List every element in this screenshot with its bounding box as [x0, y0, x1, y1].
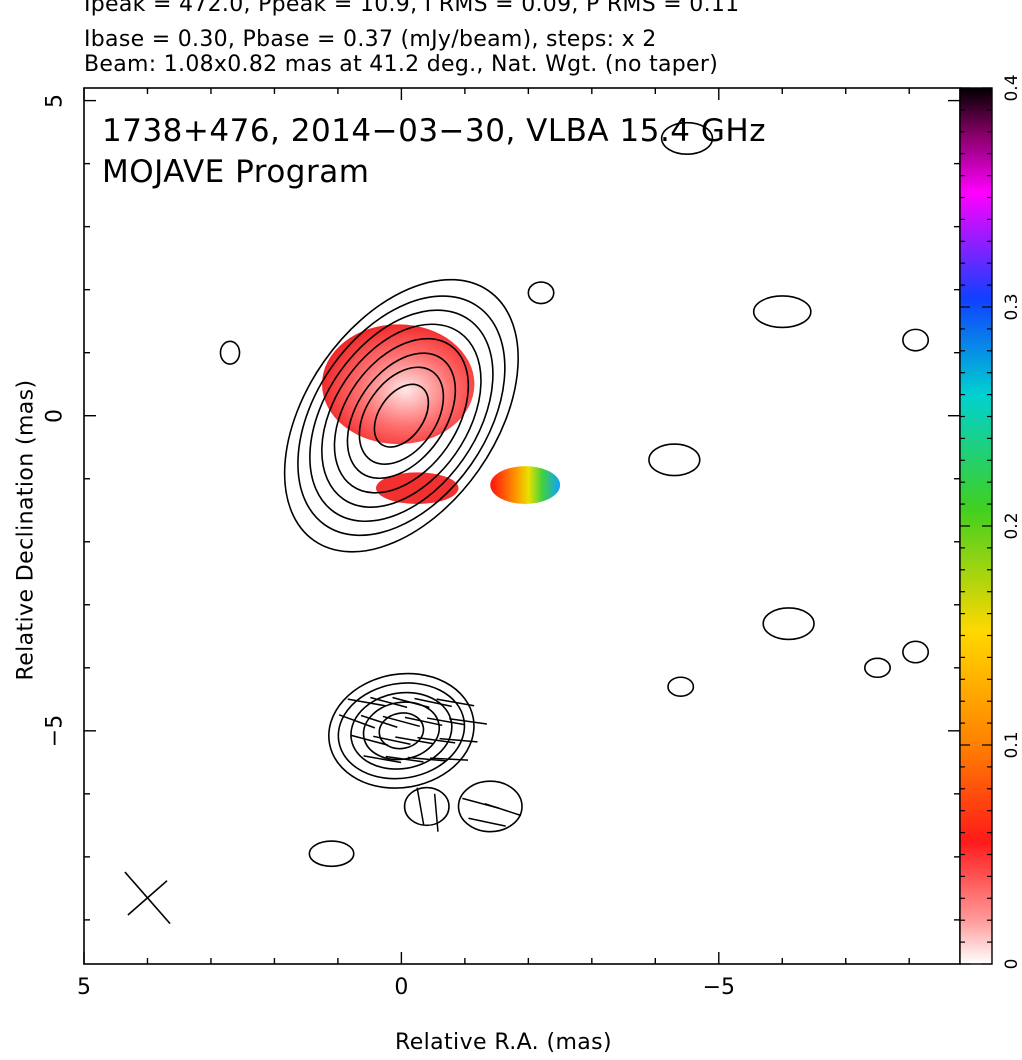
x-tick-label: 5: [77, 975, 91, 1000]
polarization-patch: [490, 466, 561, 504]
isolated-contour: [660, 121, 714, 155]
evpa-tick: [429, 757, 469, 761]
colorbar-tick-label: 0.2: [1002, 512, 1022, 540]
core-contour: [321, 323, 482, 508]
isolated-contour: [902, 328, 930, 352]
y-tick-label: 5: [42, 93, 68, 108]
core-contour: [358, 366, 445, 465]
x-tick-label: −5: [702, 975, 735, 1000]
isolated-contour: [219, 340, 241, 365]
plot-frame: [83, 87, 961, 965]
isolated-contour: [403, 786, 450, 827]
evpa-tick: [347, 698, 386, 707]
evpa-tick: [468, 817, 506, 827]
colorbar-tick-label: 0: [1002, 958, 1022, 970]
x-axis-label: Relative R.A. (mas): [395, 1030, 612, 1055]
evpa-tick: [449, 717, 488, 725]
evpa-tick: [407, 756, 446, 762]
core-contour: [333, 337, 470, 494]
evpa-tick: [370, 696, 408, 709]
beam-minor-axis: [127, 880, 168, 916]
beam-info-line: Beam: 1.08x0.82 mas at 41.2 deg., Nat. W…: [84, 52, 719, 77]
isolated-contour: [762, 607, 815, 641]
isolated-contour: [527, 281, 555, 305]
core-contour: [297, 295, 506, 537]
base-levels-line: Ibase = 0.30, Pbase = 0.37 (mJy/beam), s…: [84, 27, 657, 52]
evpa-tick: [395, 736, 433, 745]
core-contour: [309, 309, 494, 523]
y-tick-label: 0: [42, 408, 68, 423]
evpa-tick: [385, 755, 424, 763]
source-title: 1738+476, 2014−03−30, VLBA 15.4 GHz: [102, 113, 766, 149]
core-contour: [373, 383, 430, 448]
evpa-tick: [433, 793, 439, 832]
isolated-contour: [308, 840, 355, 868]
isolated-contour: [457, 780, 523, 833]
evpa-tick: [414, 697, 452, 708]
colorbar-tick-label: 0.4: [1002, 74, 1022, 102]
program-title: MOJAVE Program: [102, 154, 370, 190]
colorbar-tick-label: 0.1: [1002, 731, 1022, 759]
evpa-tick: [351, 734, 389, 746]
evpa-tick: [426, 717, 465, 726]
evpa-tick: [363, 755, 402, 764]
core-contour: [346, 352, 457, 480]
evpa-tick: [416, 787, 425, 826]
isolated-contour: [667, 676, 695, 697]
jet-contour: [337, 682, 466, 780]
evpa-tick: [392, 696, 430, 709]
jet-contour: [350, 691, 453, 770]
jet-contour: [378, 712, 425, 750]
y-axis-label: Relative Declination (mas): [13, 379, 39, 681]
evpa-tick: [439, 737, 478, 743]
jet-contour: [328, 672, 475, 789]
stats-line: Ipeak = 472.0, Ppeak = 10.9, I RMS = 0.0…: [84, 0, 740, 17]
y-tick-label: −5: [42, 714, 68, 748]
x-tick-label: 0: [394, 975, 409, 1000]
core-contour: [283, 278, 519, 553]
evpa-tick: [373, 735, 411, 745]
evpa-tick: [484, 802, 522, 817]
polarization-patch: [376, 472, 459, 504]
jet-contour: [362, 701, 441, 761]
evpa-tick: [360, 714, 398, 728]
evpa-tick: [436, 698, 475, 707]
isolated-contour: [863, 657, 891, 679]
colorbar-tick-label: 0.3: [1002, 293, 1022, 321]
evpa-tick: [417, 736, 456, 744]
evpa-tick: [404, 716, 443, 727]
isolated-contour: [902, 640, 930, 664]
polarization-patch: [322, 324, 475, 445]
evpa-tick: [338, 714, 376, 729]
isolated-contour: [648, 443, 701, 477]
isolated-contour: [752, 295, 812, 329]
evpa-tick: [382, 715, 420, 728]
